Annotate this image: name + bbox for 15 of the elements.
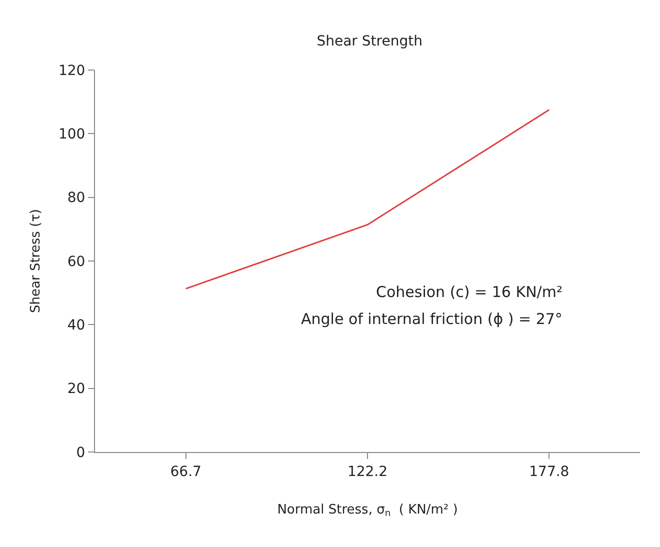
x-tick-label: 122.2 bbox=[347, 464, 388, 480]
y-tick-label: 60 bbox=[67, 254, 86, 270]
y-tick-label: 40 bbox=[67, 318, 86, 334]
annotation: Cohesion (c) = 16 KN/m² bbox=[376, 283, 562, 301]
chart-title: Shear Strength bbox=[316, 33, 422, 50]
x-tick-label: 177.8 bbox=[529, 464, 570, 480]
y-axis-title: Shear Stress (τ) bbox=[28, 209, 44, 313]
x-tick-label: 66.7 bbox=[170, 464, 202, 480]
annotation: Angle of internal friction (ϕ ) = 27° bbox=[301, 310, 562, 328]
y-tick-label: 0 bbox=[76, 444, 86, 461]
y-tick-label: 20 bbox=[67, 381, 86, 398]
y-tick-label: 120 bbox=[58, 62, 86, 79]
y-tick-label: 80 bbox=[67, 190, 86, 206]
y-tick-label: 100 bbox=[58, 126, 86, 143]
x-axis-title: Normal Stress, σ$_{n}$ ( KN/m² ) bbox=[277, 502, 458, 520]
